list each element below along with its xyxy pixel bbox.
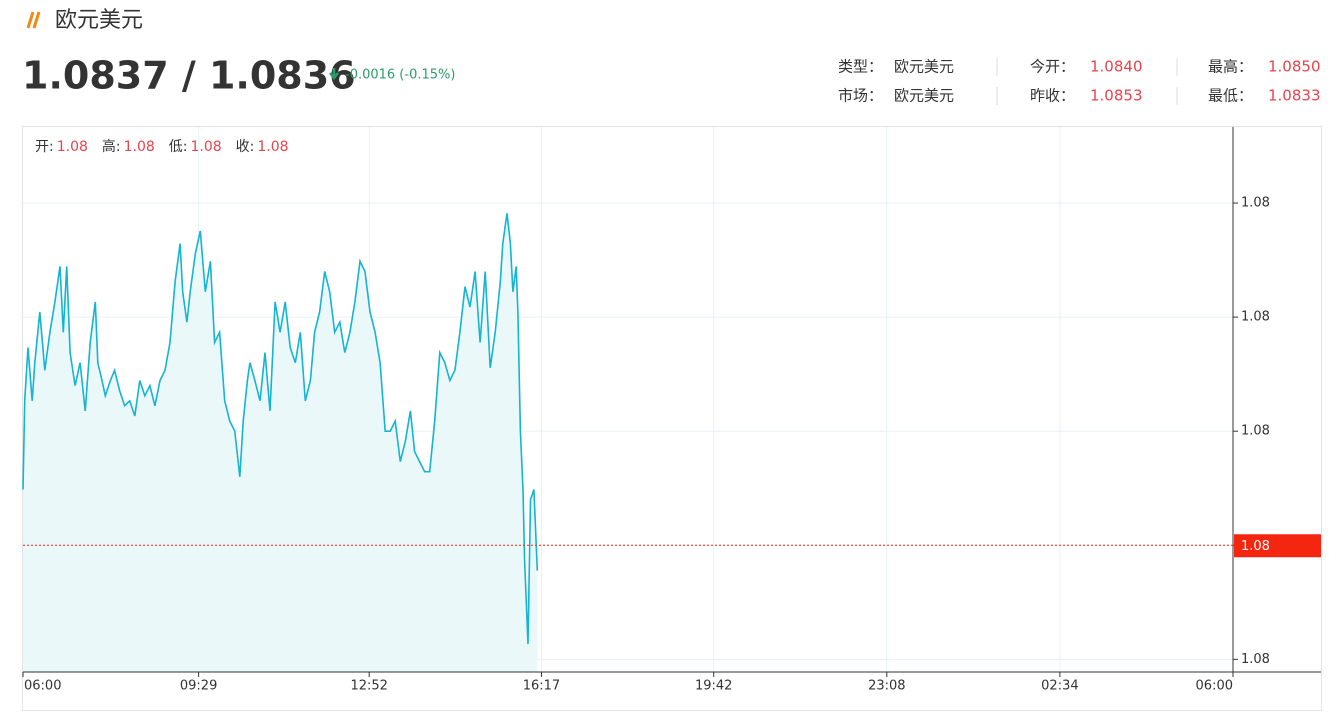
chart-frame (22, 126, 1322, 711)
x-tick-label: 06:00 (24, 679, 61, 694)
ohlc-value: 1.08 (257, 139, 288, 155)
x-tick-label: 06:00 (1196, 679, 1233, 694)
x-tick-label: 09:29 (180, 679, 217, 694)
stat-value: 1.0833 (1268, 87, 1321, 105)
title: 欧元美元 (55, 8, 143, 33)
stat-label: 最低： (1208, 87, 1253, 105)
stat-value: 1.0840 (1090, 58, 1143, 76)
area (23, 213, 538, 672)
price-line (22, 213, 539, 645)
stat-label: 昨收： (1030, 87, 1075, 105)
stat-label: 市场： (838, 87, 883, 105)
x-tick-label: 02:34 (1041, 679, 1078, 694)
ohlc-label: 收: (236, 139, 255, 155)
ohlc-value: 1.08 (124, 139, 155, 155)
x-tick-label: 16:17 (523, 679, 560, 694)
x-tick-label: 19:42 (695, 679, 732, 694)
x-tick-label: 23:08 (868, 679, 905, 694)
x-tick-label: 12:52 (350, 679, 387, 694)
current-badge (1234, 534, 1321, 558)
stat-value: 1.0850 (1268, 58, 1321, 76)
ohlc-label: 低: (169, 139, 188, 155)
ohlc-value: 1.08 (191, 139, 222, 155)
price: 1.0837 / 1.0836 (22, 54, 356, 98)
logo-icon (26, 11, 41, 29)
y-tick-label: 1.08 (1241, 424, 1270, 439)
y-tick-label: 1.08 (1241, 652, 1270, 667)
ohlc-value: 1.08 (57, 139, 88, 155)
down-arrow (329, 68, 339, 81)
change: -0.0016 (-0.15%) (345, 68, 455, 83)
y-tick-label: 1.08 (1241, 310, 1270, 325)
ohlc-label: 高: (102, 138, 121, 155)
ohlc-label: 开: (35, 139, 54, 155)
stat-value: 欧元美元 (894, 87, 954, 105)
stat-value: 欧元美元 (894, 58, 954, 76)
current-label: 1.08 (1241, 539, 1270, 554)
y-tick-label: 1.08 (1241, 196, 1270, 211)
stat-label: 今开： (1030, 58, 1075, 76)
stat-value: 1.0853 (1090, 87, 1143, 105)
stat-label: 类型： (838, 58, 883, 76)
stat-label: 最高： (1208, 58, 1253, 76)
